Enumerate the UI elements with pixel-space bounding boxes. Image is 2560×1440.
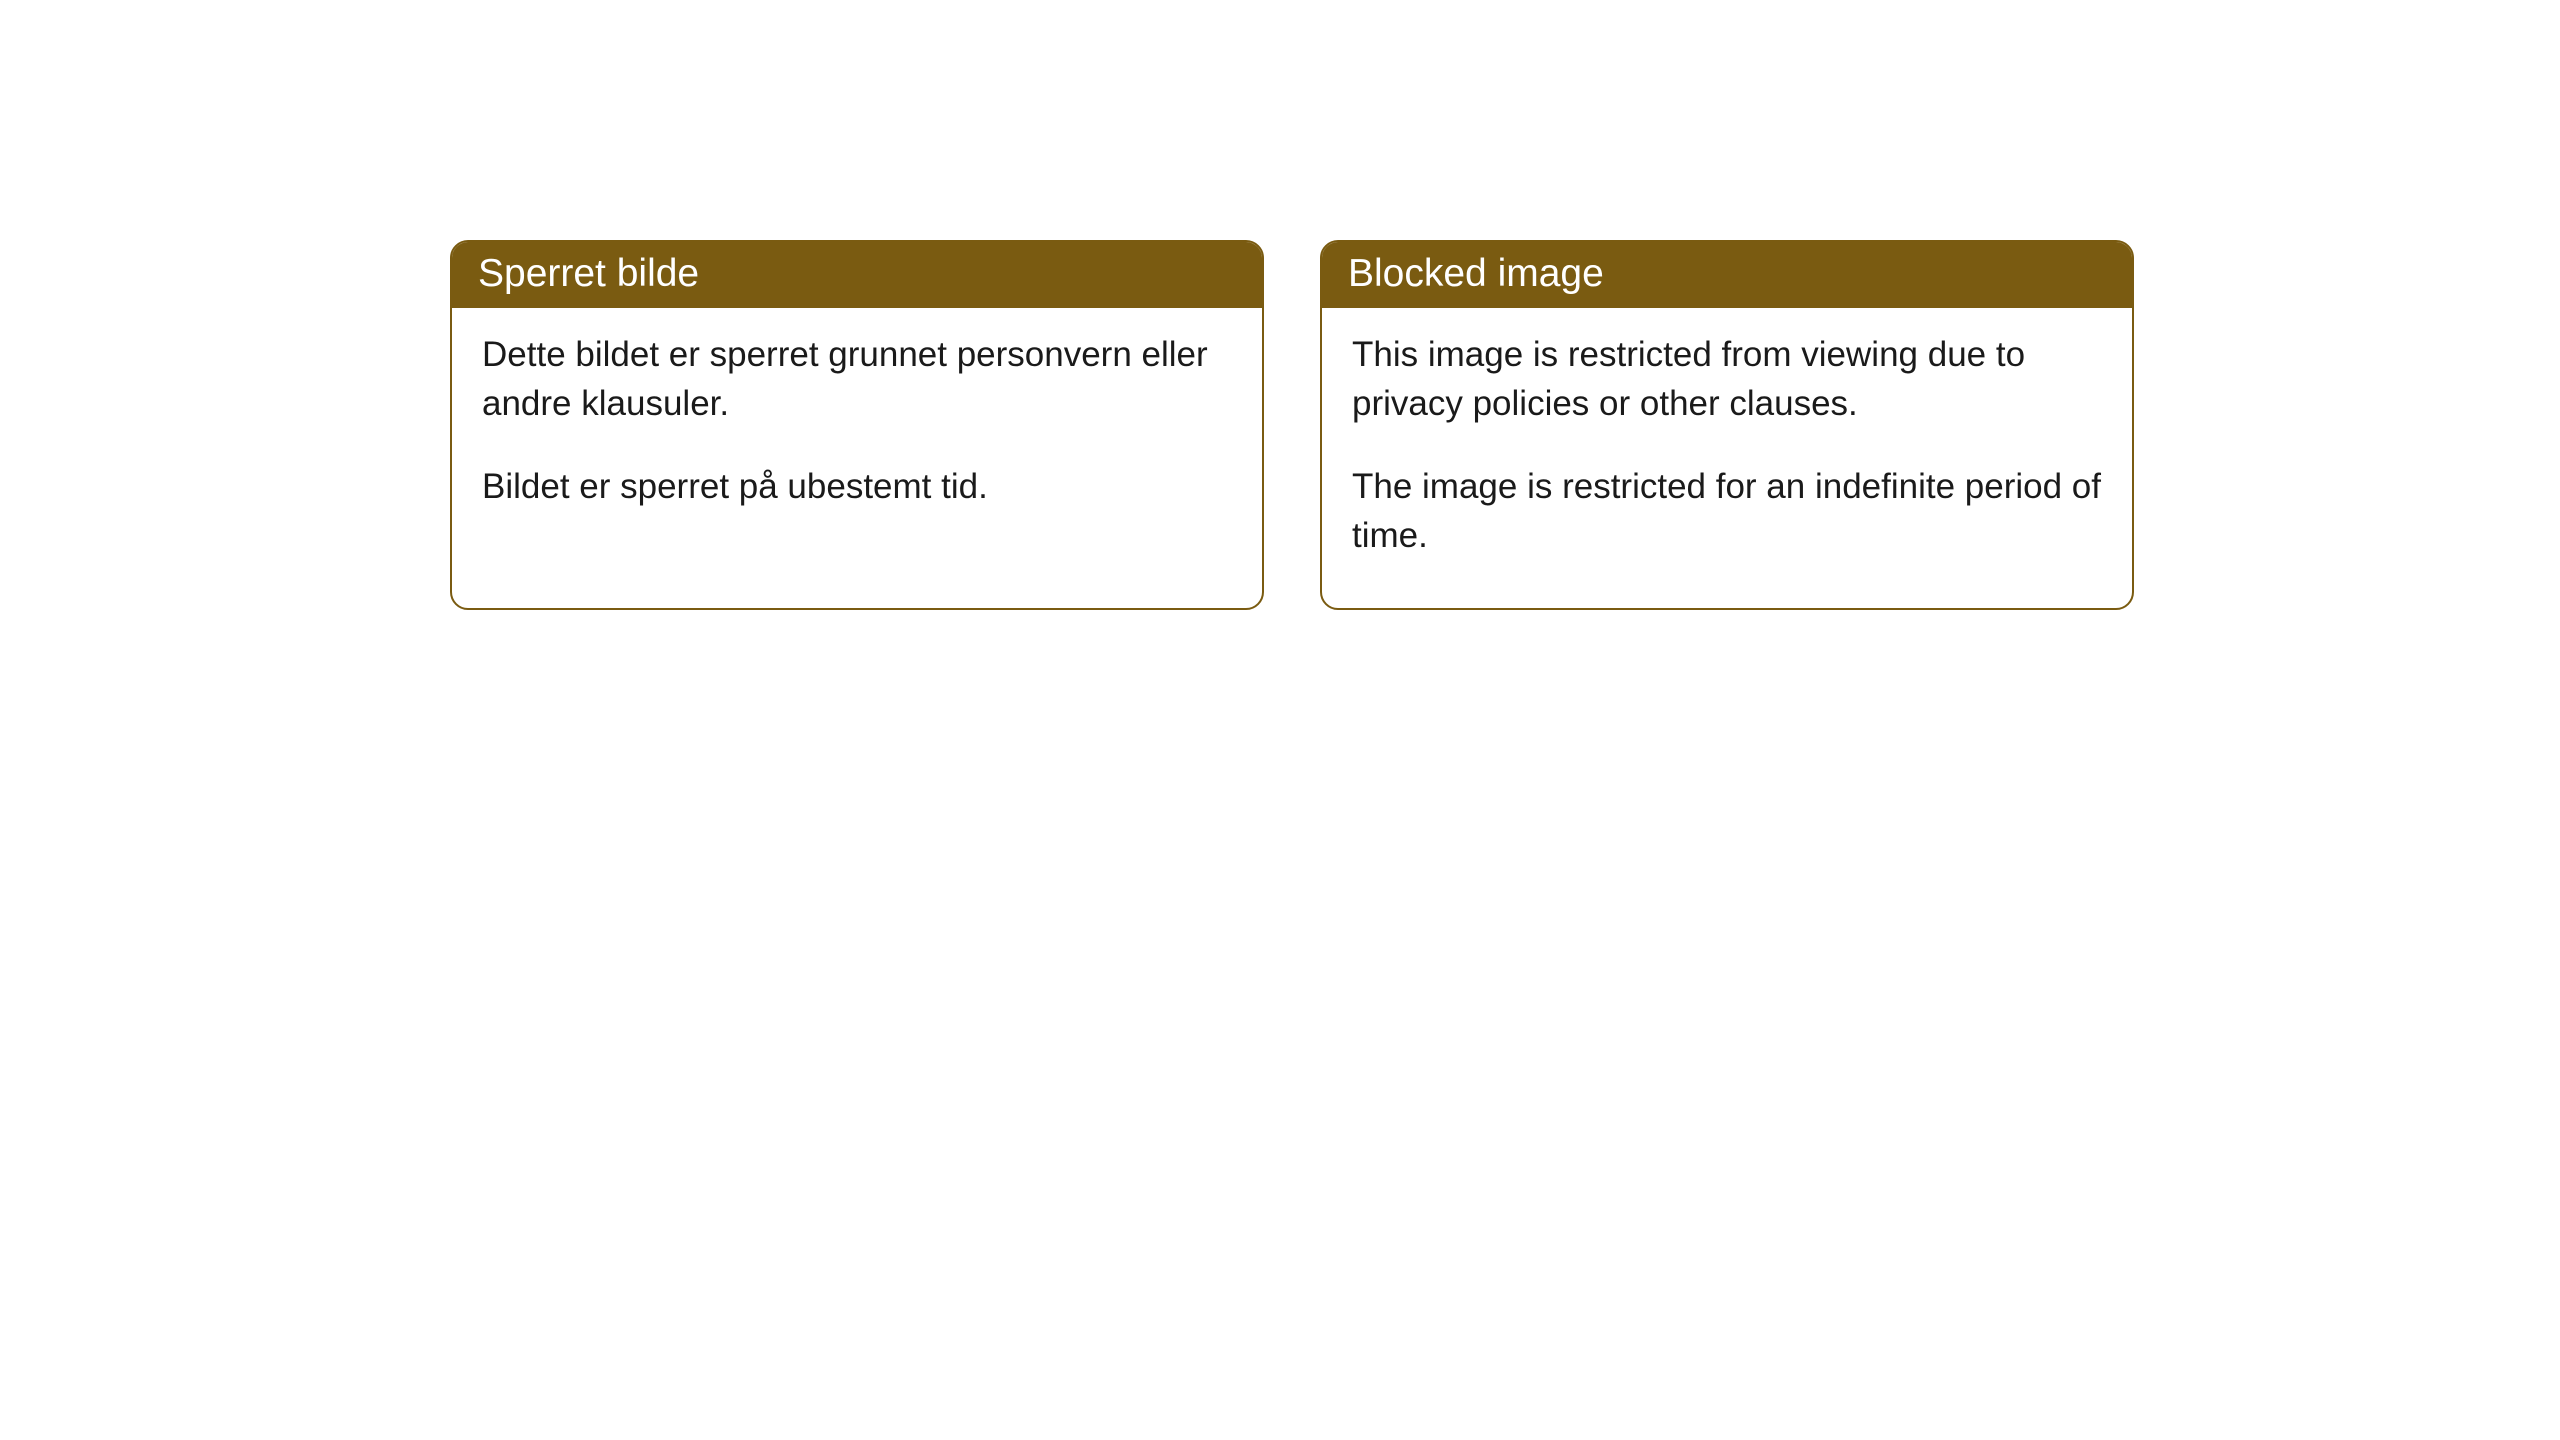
card-header: Blocked image [1322, 242, 2132, 308]
blocked-image-card-english: Blocked image This image is restricted f… [1320, 240, 2134, 610]
card-header: Sperret bilde [452, 242, 1262, 308]
blocked-image-card-norwegian: Sperret bilde Dette bildet er sperret gr… [450, 240, 1264, 610]
card-title: Blocked image [1348, 252, 1604, 295]
card-body: Dette bildet er sperret grunnet personve… [452, 308, 1262, 559]
notice-cards-container: Sperret bilde Dette bildet er sperret gr… [450, 240, 2134, 610]
card-paragraph: The image is restricted for an indefinit… [1352, 462, 2102, 560]
card-paragraph: This image is restricted from viewing du… [1352, 330, 2102, 428]
card-paragraph: Dette bildet er sperret grunnet personve… [482, 330, 1232, 428]
card-title: Sperret bilde [478, 252, 699, 295]
card-paragraph: Bildet er sperret på ubestemt tid. [482, 462, 1232, 511]
card-body: This image is restricted from viewing du… [1322, 308, 2132, 608]
